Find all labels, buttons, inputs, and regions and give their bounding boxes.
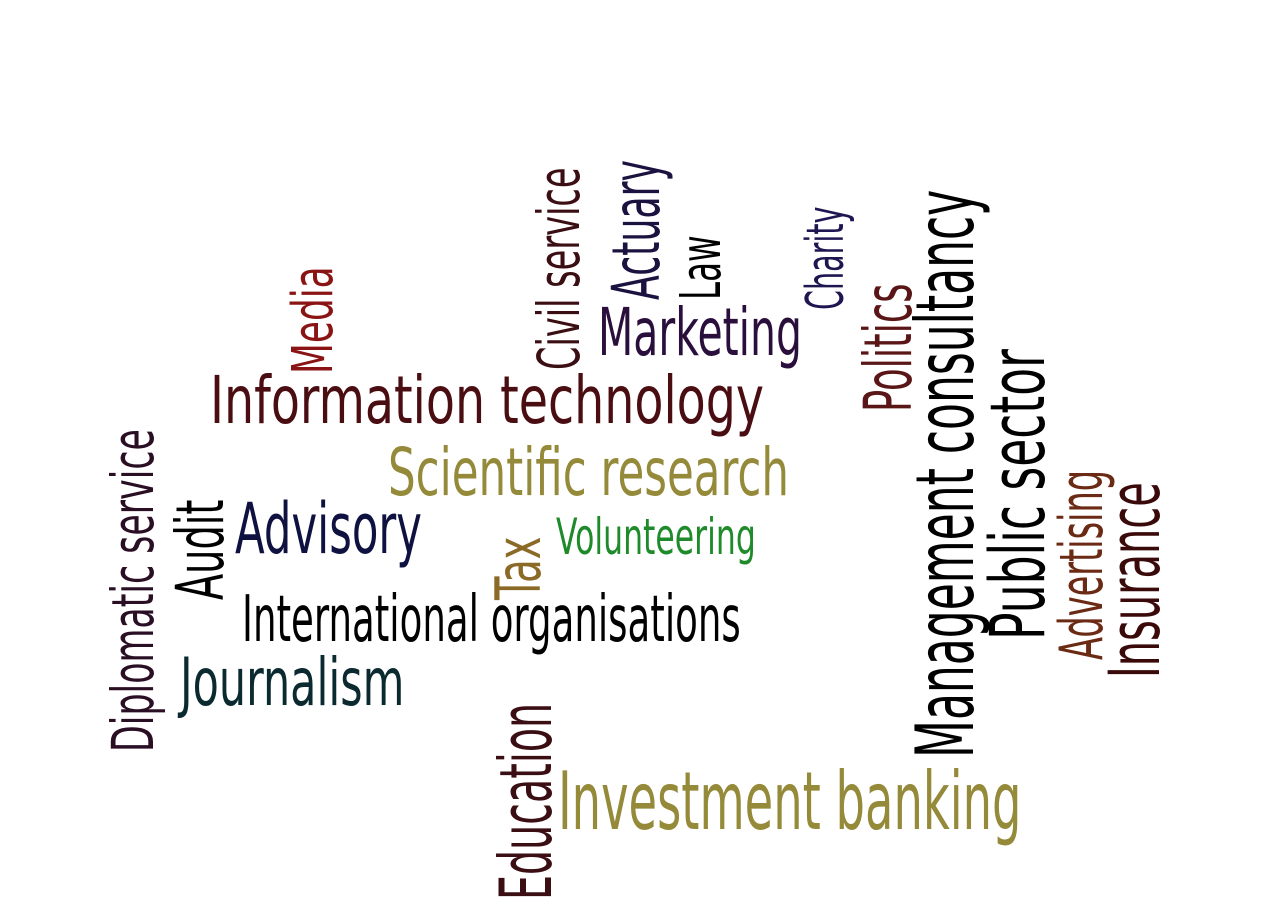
word-media: Media [281, 266, 346, 374]
word-advisory: Advisory [235, 488, 422, 570]
word-volunteering: Volunteering [556, 508, 756, 566]
word-journalism: Journalism [180, 644, 405, 721]
word-actuary: Actuary [598, 159, 675, 300]
word-investment-banking: Investment banking [558, 755, 1022, 848]
word-information-technology: Information technology [210, 362, 765, 439]
word-law: Law [669, 235, 734, 300]
word-scientific-research: Scientific research [388, 434, 789, 511]
word-charity: Charity [796, 206, 856, 310]
word-audit: Audit [162, 499, 239, 600]
word-education: Education [484, 702, 568, 900]
word-civil-service: Civil service [525, 167, 593, 370]
word-insurance: Insurance [1094, 482, 1176, 678]
word-international-organisations: International organisations [242, 583, 741, 657]
word-tax: Tax [482, 536, 555, 600]
word-marketing: Marketing [598, 294, 802, 371]
word-diplomatic-service: Diplomatic service [99, 429, 167, 752]
word-public-sector: Public sector [973, 349, 1062, 640]
